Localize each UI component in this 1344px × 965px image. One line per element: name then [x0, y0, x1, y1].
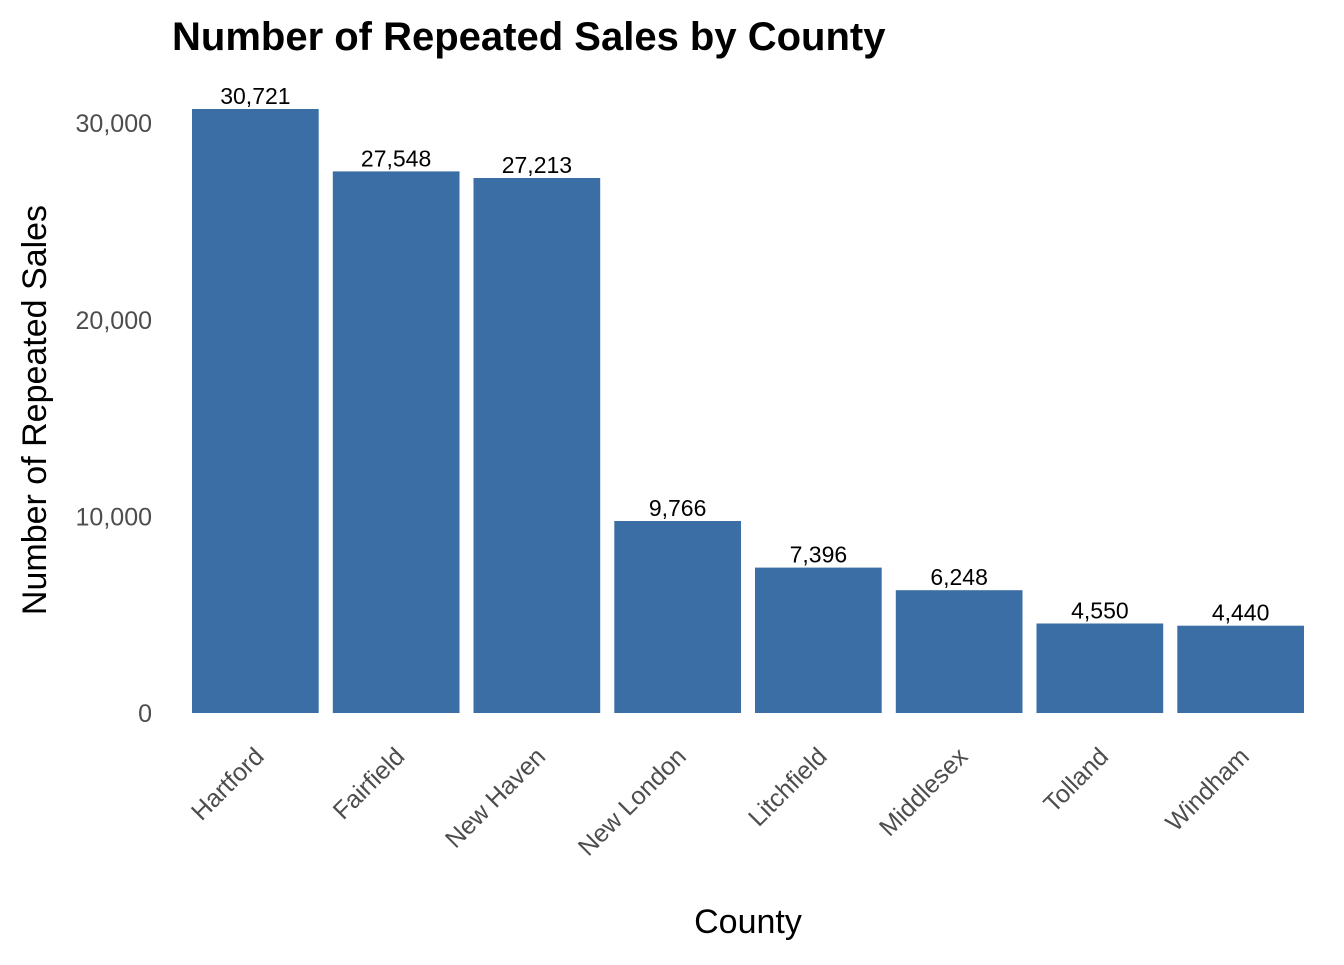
data-labels-group: 30,721 27,548 27,213 9,766 7,396 6,248 4,550 4,… [220, 83, 1269, 626]
x-tick-label: Fairfield [328, 742, 411, 825]
data-label: 7,396 [790, 542, 848, 568]
bar-litchfield [755, 567, 882, 713]
y-tick-label: 30,000 [76, 110, 152, 138]
y-tick-label: 20,000 [76, 307, 152, 335]
y-axis: 0 10,000 20,000 30,000 [76, 110, 152, 728]
x-tick-label: New Haven [440, 742, 551, 853]
x-tick-label: Hartford [186, 742, 270, 826]
x-axis-title: County [694, 903, 802, 941]
x-axis: Hartford Fairfield New Haven New London Litc… [186, 742, 1255, 861]
x-tick-label: New London [573, 742, 692, 861]
data-label: 27,213 [502, 152, 572, 178]
data-label: 9,766 [649, 495, 707, 521]
bar-middlesex [895, 590, 1023, 713]
data-label: 6,248 [930, 564, 988, 590]
bar-new-haven [473, 178, 601, 713]
x-tick-label: Litchfield [743, 742, 833, 832]
y-axis-title: Number of Repeated Sales [16, 205, 54, 615]
bar-tolland [1036, 623, 1164, 713]
y-tick-label: 10,000 [76, 503, 152, 531]
chart-title: Number of Repeated Sales by County [172, 15, 886, 59]
bar-windham [1177, 625, 1304, 713]
data-label: 30,721 [220, 83, 290, 109]
bars-group [192, 109, 1304, 713]
bar-fairfield [332, 171, 460, 713]
x-tick-label: Windham [1160, 742, 1254, 836]
data-label: 4,550 [1071, 598, 1129, 624]
bar-hartford [192, 109, 319, 713]
x-tick-label: Tolland [1038, 742, 1114, 818]
data-label: 27,548 [361, 145, 431, 171]
x-tick-label: Middlesex [874, 742, 974, 842]
y-tick-label: 0 [138, 700, 152, 728]
data-label: 4,440 [1212, 600, 1270, 626]
bar-new-london [614, 521, 741, 713]
